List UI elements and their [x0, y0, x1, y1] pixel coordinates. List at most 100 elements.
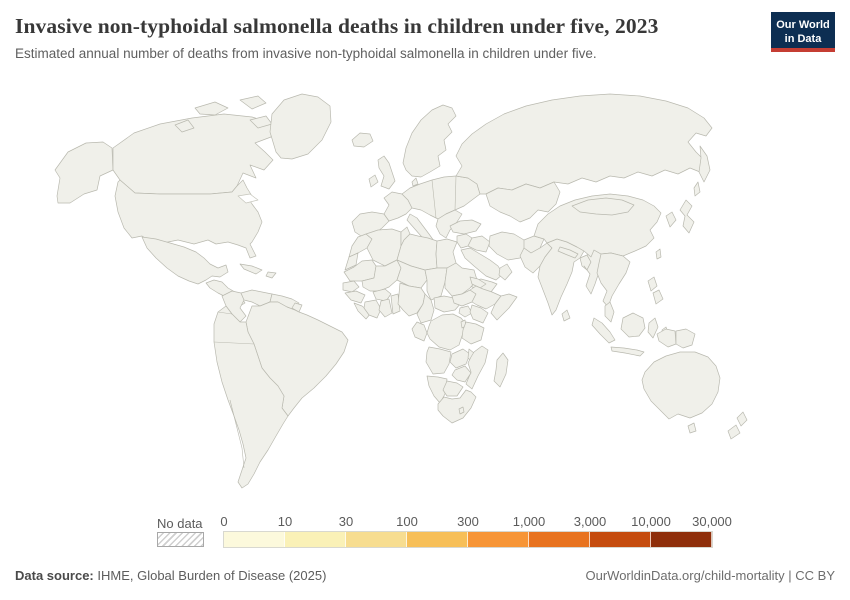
owid-logo-line2: in Data [784, 32, 822, 45]
country-new-zealand[interactable] [736, 411, 748, 427]
country-eritrea[interactable] [469, 276, 487, 289]
license-label: CC BY [795, 568, 835, 583]
legend-bin-swatch[interactable] [651, 532, 712, 547]
country-indonesia-java[interactable] [610, 346, 645, 357]
legend-tick-label: 30 [338, 514, 354, 529]
country-se-asia[interactable] [596, 252, 631, 308]
country-kenya[interactable] [469, 304, 489, 324]
country-indonesia-papua[interactable] [656, 328, 677, 348]
legend-bin-swatch[interactable] [407, 532, 468, 547]
country-peru-chile-argentina[interactable] [213, 305, 289, 489]
country-botswana[interactable] [442, 380, 464, 397]
country-indonesia-sulawesi[interactable] [647, 317, 659, 339]
country-russia[interactable] [455, 93, 713, 195]
country-egypt[interactable] [435, 238, 458, 269]
country-greenland[interactable] [269, 93, 332, 160]
country-indonesia-sumatra[interactable] [591, 317, 616, 344]
border [217, 311, 233, 315]
legend-bin-swatch[interactable] [224, 532, 285, 547]
country-western-sahara[interactable] [344, 252, 359, 271]
country-zambia[interactable] [449, 348, 471, 369]
legend-tick-label: 0 [220, 514, 228, 529]
owid-logo-line1: Our World [776, 19, 830, 31]
country-dr-congo[interactable] [426, 313, 467, 351]
legend-color-bar [223, 531, 713, 548]
country-nigeria[interactable] [397, 282, 426, 317]
world-choropleth-map [54, 93, 748, 489]
country-indonesia-borneo[interactable] [620, 312, 646, 338]
owid-logo[interactable]: Our World in Data [771, 12, 835, 52]
legend-bin-swatch[interactable] [590, 532, 651, 547]
country-madagascar[interactable] [493, 352, 509, 388]
country-senegal[interactable] [342, 280, 360, 293]
country-canada-arctic[interactable] [194, 101, 229, 116]
country-sri-lanka[interactable] [561, 309, 571, 322]
legend-tick-label: 300 [457, 514, 479, 529]
country-japan[interactable] [679, 199, 695, 234]
country-new-zealand[interactable] [727, 424, 741, 440]
country-sudan[interactable] [444, 262, 478, 297]
country-mozambique[interactable] [465, 345, 489, 390]
country-ghana[interactable] [378, 298, 393, 318]
country-guinea[interactable] [344, 290, 366, 304]
country-sierra-leone-liberia[interactable] [353, 302, 372, 320]
no-data-swatch[interactable] [157, 532, 204, 547]
country-denmark[interactable] [411, 177, 419, 187]
legend-tick-label: 3,000 [573, 514, 607, 529]
country-lesotho[interactable] [458, 406, 465, 415]
legend-bin-swatch[interactable] [285, 532, 346, 547]
country-russia-sakhalin[interactable] [693, 181, 701, 197]
country-somalia[interactable] [490, 293, 518, 321]
no-data-label: No data [157, 516, 203, 531]
country-scandinavia[interactable] [402, 104, 457, 178]
country-korea[interactable] [665, 211, 677, 228]
country-burkina-faso[interactable] [372, 288, 392, 302]
country-philippines[interactable] [647, 276, 658, 292]
country-malaysia[interactable] [604, 301, 615, 323]
border [431, 179, 437, 219]
legend-bin-swatch[interactable] [529, 532, 590, 547]
country-nepal[interactable] [557, 246, 579, 259]
chart-footer: Data source: IHME, Global Burden of Dise… [15, 568, 835, 583]
country-hispaniola[interactable] [265, 271, 277, 279]
legend-tick-labels: 0 10 30 100 300 1,000 3,000 10,000 30,000 [220, 514, 732, 530]
legend-tick-label: 30,000 [692, 514, 732, 529]
country-uganda[interactable] [458, 305, 473, 318]
owid-link[interactable]: OurWorldinData.org/child-mortality [585, 568, 785, 583]
country-russia-kamchatka[interactable] [698, 145, 711, 183]
legend-bin-swatch[interactable] [346, 532, 407, 547]
country-chad[interactable] [424, 267, 448, 301]
legend-bin-swatch[interactable] [468, 532, 529, 547]
country-canada-arctic[interactable] [174, 119, 195, 133]
country-united-kingdom[interactable] [377, 155, 396, 190]
lake [237, 193, 259, 204]
country-zimbabwe[interactable] [451, 365, 472, 383]
country-papua-new-guinea[interactable] [675, 328, 696, 349]
country-south-africa[interactable] [437, 389, 477, 424]
country-oman[interactable] [498, 263, 513, 281]
legend-tick-label: 10,000 [631, 514, 671, 529]
country-angola[interactable] [425, 346, 452, 375]
country-iberia[interactable] [351, 211, 390, 239]
country-cuba[interactable] [239, 263, 263, 275]
country-cote-divoire[interactable] [363, 299, 382, 319]
country-gabon-congo[interactable] [411, 321, 428, 342]
country-philippines[interactable] [652, 289, 664, 305]
country-tanzania[interactable] [461, 321, 485, 345]
country-taiwan[interactable] [655, 248, 662, 260]
country-cameroon[interactable] [416, 293, 435, 324]
legend-tick-label: 1,000 [512, 514, 546, 529]
country-iraq[interactable] [467, 235, 491, 253]
country-ireland[interactable] [368, 174, 379, 188]
country-united-states-alaska[interactable] [54, 141, 114, 204]
country-canada[interactable] [112, 113, 276, 195]
country-mexico[interactable] [141, 236, 229, 285]
country-kazakhstan[interactable] [485, 181, 561, 223]
country-turkey[interactable] [449, 219, 482, 235]
country-australia-tasmania[interactable] [687, 422, 697, 434]
country-iceland[interactable] [351, 132, 374, 148]
country-togo-benin[interactable] [390, 293, 401, 315]
country-mongolia[interactable] [571, 197, 635, 216]
country-australia[interactable] [641, 351, 721, 420]
country-canada-arctic[interactable] [239, 95, 267, 110]
